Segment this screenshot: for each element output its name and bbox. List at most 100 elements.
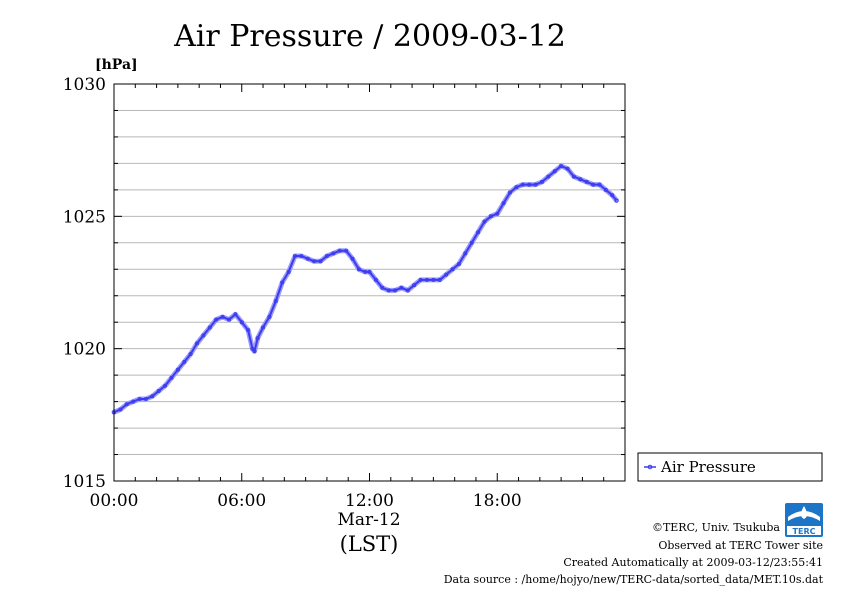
data-point [533,182,538,187]
data-point [267,314,272,319]
footer-data-source: Data source : /home/hojyo/new/TERC-data/… [444,573,824,586]
data-point [363,269,368,274]
data-point [373,277,378,282]
data-point [610,193,615,198]
x-tick-label: 12:00 [345,491,394,511]
data-point [552,169,557,174]
data-point [299,253,304,258]
data-point [280,280,285,285]
data-point [380,285,385,290]
x-tick-label: 18:00 [473,491,522,511]
data-point [194,341,199,346]
terc-logo-icon: TERC [785,503,823,537]
minor-ticks [113,83,626,482]
data-point [424,277,429,282]
data-point [143,396,148,401]
data-point [591,182,596,187]
data-point [252,349,257,354]
legend: Air Pressure [637,452,823,482]
chart-title: Air Pressure / 2009-03-12 [173,19,566,54]
footer-created: Created Automatically at 2009-03-12/23:5… [563,556,823,569]
grid-lines [114,109,625,456]
data-point [150,394,155,399]
data-point [565,166,570,171]
data-point [501,201,506,206]
data-point [250,346,255,351]
data-point [488,214,493,219]
data-point [350,256,355,261]
data-point [559,163,564,168]
data-point [118,407,123,412]
terc-logo-text: TERC [793,527,816,536]
data-point [405,288,410,293]
data-point [578,177,583,182]
y-tick-label: 1020 [63,340,106,360]
series-line-air-pressure [113,165,618,414]
x-tick-label: 00:00 [90,491,139,511]
data-point [305,256,310,261]
data-point [207,325,212,330]
y-tick-label: 1015 [63,472,106,492]
data-point [255,336,260,341]
data-point [444,272,449,277]
data-point [163,383,168,388]
data-point [367,269,372,274]
data-point [399,285,404,290]
data-point [233,312,238,317]
data-point [182,359,187,364]
data-point [124,402,129,407]
y-tick-label: 1025 [63,207,106,227]
x-tick-labels: 00:00 06:00 12:00 18:00 [90,491,522,511]
data-point [324,253,329,258]
data-point [292,253,297,258]
data-point [246,328,251,333]
data-point [331,251,336,256]
x-axis-timezone-label: (LST) [340,532,399,556]
data-point [571,174,576,179]
data-point [437,277,442,282]
data-point [527,182,532,187]
data-point [188,351,193,356]
data-point [156,388,161,393]
data-point [476,230,481,235]
data-point [540,179,545,184]
data-point [614,198,619,203]
data-point [546,174,551,179]
data-point [337,248,342,253]
data-point [597,182,602,187]
data-point [495,211,500,216]
data-point [431,277,436,282]
data-point [344,248,349,253]
data-point [482,219,487,224]
data-point [201,333,206,338]
data-point [450,267,455,272]
data-point [226,317,231,322]
data-point [273,298,278,303]
legend-box [637,452,823,482]
y-tick-label: 1030 [63,75,106,95]
data-point [463,251,468,256]
footer-copyright: ©TERC, Univ. Tsukuba [652,521,780,534]
data-point [456,261,461,266]
data-point [520,182,525,187]
data-point [386,288,391,293]
data-point [131,399,136,404]
data-point [169,375,174,380]
data-point [412,283,417,288]
legend-swatch-marker [647,464,653,470]
x-tick-label: 06:00 [217,491,266,511]
data-point [514,185,519,190]
data-point [469,240,474,245]
series-group [111,163,619,415]
data-point [260,325,265,330]
data-point [584,179,589,184]
plot-frame [113,83,626,482]
data-point [392,288,397,293]
legend-label: Air Pressure [660,458,756,476]
data-point [312,259,317,264]
data-point [318,259,323,264]
data-point [356,267,361,272]
y-tick-labels: 1015 1020 1025 1030 [63,75,106,492]
data-point [507,190,512,195]
